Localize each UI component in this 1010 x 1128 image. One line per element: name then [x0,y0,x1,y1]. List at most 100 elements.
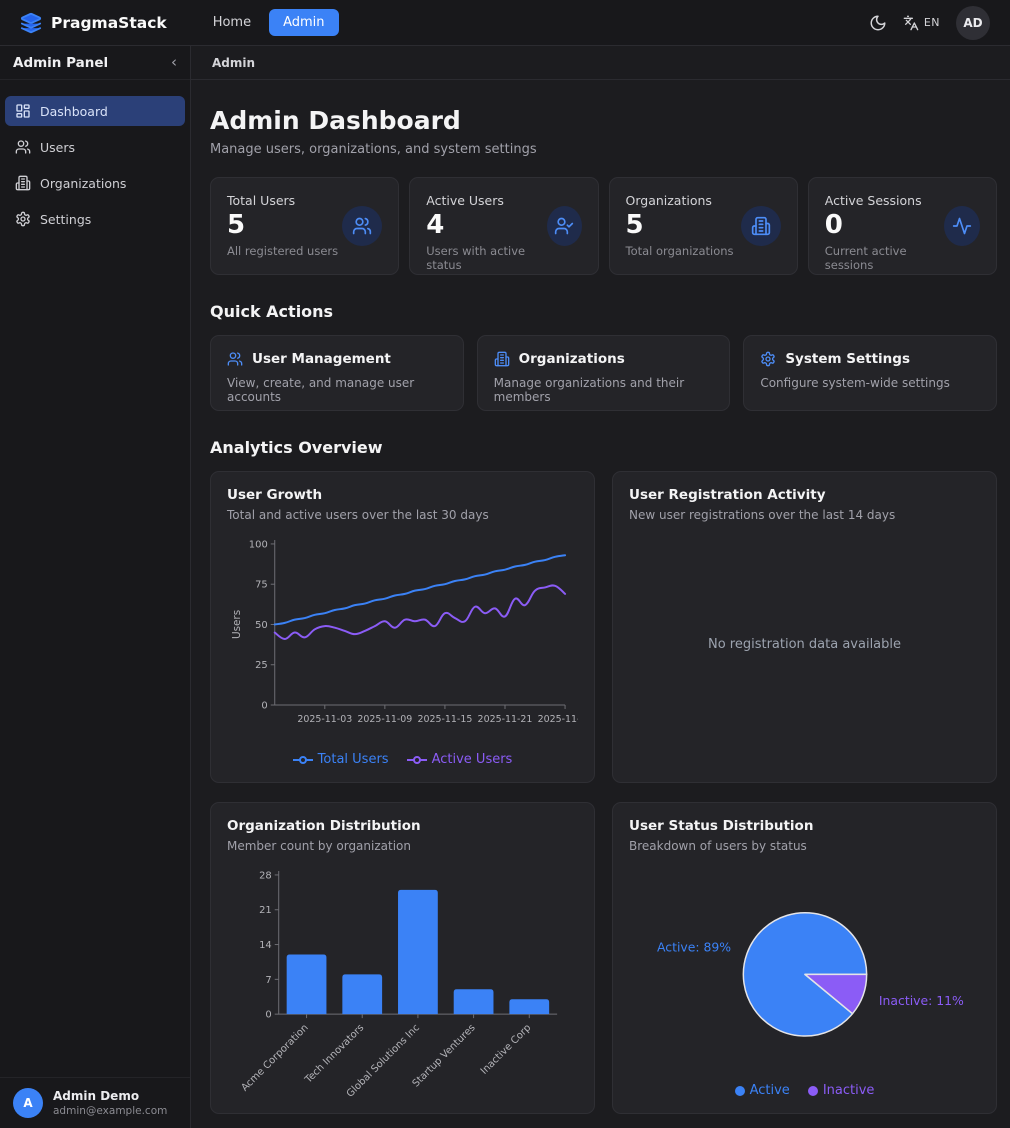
sidebar-collapse-button[interactable]: ‹ [171,53,177,71]
chart-subtitle: Breakdown of users by status [629,839,807,853]
quick-action-system-settings[interactable]: System Settings Configure system-wide se… [743,335,997,411]
stat-description: Current active sessions [824,243,907,272]
sidebar-item-label: Dashboard [40,103,108,119]
nav-links: Home Admin [203,9,339,36]
language-code: EN [923,16,940,29]
sidebar-user-profile[interactable]: A Admin Demo admin@example.com [0,1077,190,1128]
stat-description: Users with active status [426,243,526,272]
svg-text:75: 75 [255,580,268,591]
brand-logo[interactable]: PragmaStack [20,12,167,34]
moon-icon [870,15,886,30]
stat-description: Total organizations [625,243,734,258]
profile-name: Admin Demo [53,1089,140,1103]
chart-subtitle: Total and active users over the last 30 … [227,508,489,522]
stat-card-active-sessions: Active Sessions 0 Current active session… [807,177,997,275]
stat-label: Active Sessions [824,193,922,208]
quick-action-description: Manage organizations and their members [493,376,685,404]
admin-sidebar: Admin Panel ‹ Dashboard Users Organizati… [0,46,191,1128]
brand-name: PragmaStack [51,13,167,32]
page-title: Admin Dashboard [210,106,461,135]
user-status-pie-chart: Active: 89% Inactive: 11% [629,865,980,1081]
page-content: Admin Dashboard Manage users, organizati… [191,80,1010,1128]
sidebar-title: Admin Panel [13,54,109,71]
chart-title: User Registration Activity [629,487,826,503]
sidebar-nav: Dashboard Users Organizations Settings [0,80,190,250]
sidebar-item-dashboard[interactable]: Dashboard [5,96,185,126]
chart-title: User Status Distribution [629,818,814,834]
svg-text:2025-11-15: 2025-11-15 [417,714,472,725]
svg-text:Startup Ventures: Startup Ventures [411,1022,478,1089]
user-growth-legend: Total Users Active Users [227,752,578,767]
stat-value: 0 [824,210,843,240]
sidebar-item-label: Users [40,139,76,155]
stat-card-total-users: Total Users 5 All registered users [210,177,400,275]
quick-actions-heading: Quick Actions [210,302,334,321]
svg-text:28: 28 [259,870,272,881]
sidebar-item-settings[interactable]: Settings [5,204,185,234]
svg-text:Active: 89%: Active: 89% [657,940,731,955]
nav-link-admin[interactable]: Admin [269,9,339,36]
navbar-right: EN AD [869,5,990,40]
languages-icon [903,15,919,30]
stats-grid: Total Users 5 All registered users Activ… [210,177,997,275]
svg-text:100: 100 [249,539,268,550]
breadcrumb[interactable]: Admin [212,55,256,70]
user-check-icon [546,206,582,246]
user-growth-card: User Growth Total and active users over … [210,471,595,783]
organization-distribution-card: Organization Distribution Member count b… [210,802,595,1114]
quick-action-description: View, create, and manage user accounts [227,376,415,404]
chart-title: Organization Distribution [227,818,421,834]
building-icon [494,351,509,367]
nav-link-home[interactable]: Home [212,15,252,30]
theme-toggle-button[interactable] [869,14,887,32]
quick-actions-grid: User Management View, create, and manage… [210,335,997,411]
stat-label: Organizations [625,193,712,208]
users-icon [15,140,31,154]
user-growth-chart: 0 25 50 75 100 Users 2025-11-03 2025-11-09 2025-… [227,534,578,750]
breadcrumb-bar: Admin [191,46,1010,80]
legend-item: Active [734,1083,790,1098]
legend-item: Inactive [807,1083,874,1098]
svg-text:50: 50 [255,620,268,631]
user-avatar[interactable]: AD [956,5,990,40]
legend-item: Active Users [406,752,512,767]
analytics-heading: Analytics Overview [210,438,383,457]
page-subtitle: Manage users, organizations, and system … [210,142,537,157]
building-icon [740,206,781,246]
stat-card-active-users: Active Users 4 Users with active status [409,177,599,275]
svg-text:2025-11-21: 2025-11-21 [478,714,533,725]
chart-subtitle: New user registrations over the last 14 … [629,508,896,522]
main-area: Admin Admin Dashboard Manage users, orga… [191,46,1010,1128]
sidebar-item-users[interactable]: Users [5,132,185,162]
svg-text:2025-11-09: 2025-11-09 [357,714,412,725]
dashboard-icon [16,104,30,118]
layers-icon [20,12,42,33]
language-switcher[interactable]: EN [903,15,940,31]
sidebar-header: Admin Panel ‹ [0,46,190,80]
quick-action-organizations[interactable]: Organizations Manage organizations and t… [476,335,731,411]
stat-card-organizations: Organizations 5 Total organizations [608,177,798,275]
svg-text:2025-11-03: 2025-11-03 [297,714,352,725]
organization-distribution-chart: 0 7 14 21 28 Acme Corporation Tech Innovators G… [227,865,578,1100]
profile-avatar: A [13,1088,43,1118]
stat-value: 4 [426,210,445,240]
stat-label: Total Users [227,193,296,208]
svg-text:25: 25 [255,660,268,671]
quick-action-user-management[interactable]: User Management View, create, and manage… [210,335,464,411]
svg-text:7: 7 [265,975,271,986]
users-icon [342,206,383,246]
charts-grid: User Growth Total and active users over … [210,471,997,1114]
stat-value: 5 [227,210,246,240]
top-navbar: PragmaStack Home Admin EN AD [0,0,1010,46]
gear-icon [761,351,776,367]
gear-icon [16,211,30,227]
chart-title: User Growth [227,487,323,503]
svg-text:2025-11-27: 2025-11-27 [538,714,578,725]
svg-text:14: 14 [259,940,272,951]
chart-subtitle: Member count by organization [227,839,411,853]
empty-state-message: No registration data available [707,637,902,652]
svg-text:21: 21 [259,905,272,916]
sidebar-item-organizations[interactable]: Organizations [5,168,185,198]
sidebar-item-label: Organizations [40,175,127,191]
